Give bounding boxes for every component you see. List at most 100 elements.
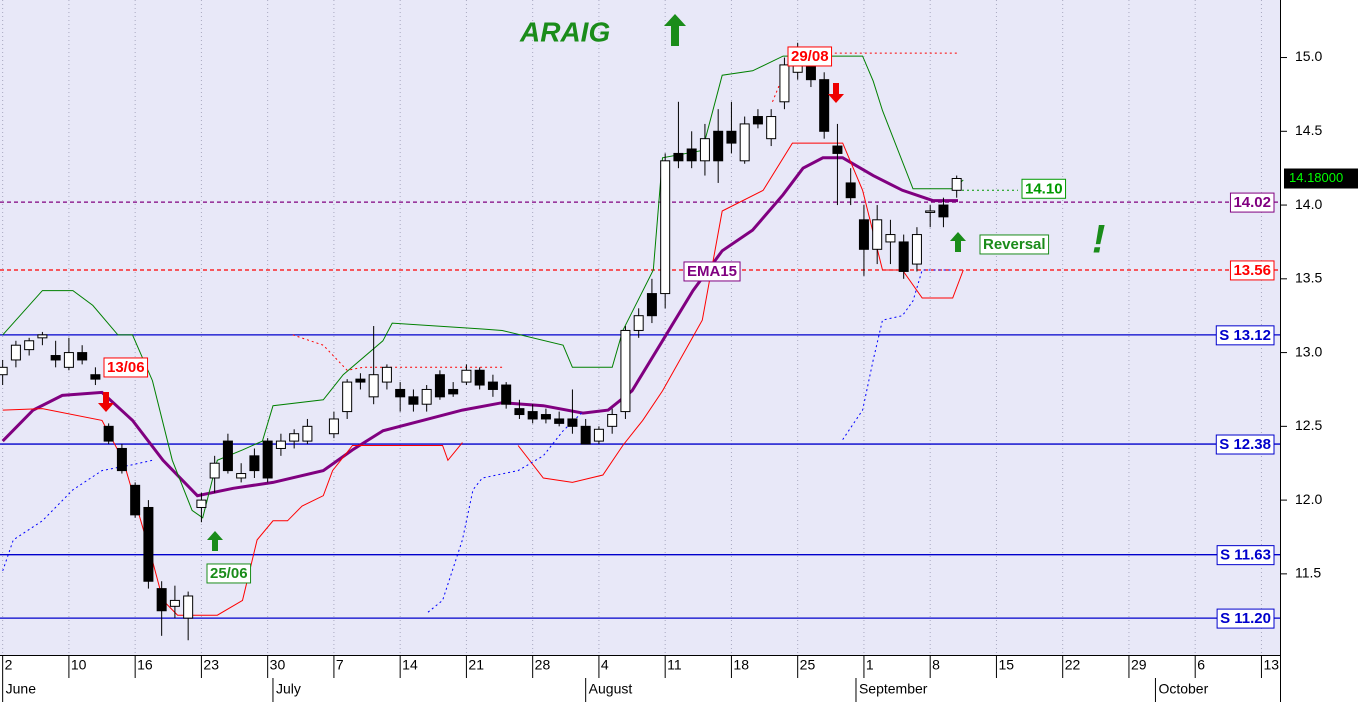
candle-body	[567, 418, 578, 427]
annotation: Reversal	[983, 236, 1046, 253]
level-label: S 11.20	[1220, 610, 1271, 627]
candle-body	[77, 352, 88, 361]
label-box	[683, 261, 741, 282]
candle-body	[183, 595, 194, 619]
month-label: October	[1158, 681, 1208, 697]
candles	[0, 42, 962, 641]
candle-body	[236, 473, 247, 479]
candle-body	[713, 130, 724, 162]
candle-body	[925, 210, 936, 213]
month-label: June	[6, 681, 37, 697]
candle-body	[50, 355, 61, 361]
candle-body	[24, 340, 35, 351]
candle-body	[951, 178, 962, 191]
candle-body	[752, 116, 763, 125]
candle-body	[355, 378, 366, 383]
candle-body	[607, 414, 618, 427]
candle-body	[249, 455, 260, 472]
candle-body	[103, 425, 114, 442]
candle-body	[395, 388, 406, 398]
target-label: 14.10	[1025, 180, 1063, 197]
candle-body	[593, 428, 604, 442]
x-tick-label: 7	[336, 657, 344, 673]
last-price-box	[1284, 168, 1358, 189]
candle-body	[169, 599, 180, 607]
candle-body	[633, 315, 644, 331]
annotation: 29/08	[791, 48, 829, 65]
annotations: ARAIG 13/06 25/06 29/08 EMA15 Reversal !…	[98, 14, 1358, 629]
candle-body	[845, 182, 856, 199]
x-tick-label: 14	[402, 657, 418, 673]
x-tick-label: 23	[203, 657, 219, 673]
candle-body	[90, 374, 101, 380]
candle-body	[275, 440, 286, 449]
candle-body	[196, 499, 207, 508]
candle-body	[37, 334, 48, 339]
right-axis-background	[1281, 0, 1358, 702]
label-box	[1215, 325, 1275, 346]
label-box	[1216, 545, 1275, 566]
up-arrow	[207, 531, 223, 551]
candle-body	[408, 396, 419, 405]
level-label: S 13.12	[1219, 327, 1271, 344]
candle-body	[209, 462, 220, 479]
x-tick-label: 13	[1263, 657, 1279, 673]
x-tick-label: 22	[1065, 657, 1081, 673]
down-arrow	[828, 83, 844, 103]
annotation: 13/06	[107, 359, 145, 376]
bottom-axis-background	[0, 656, 1358, 702]
month-label: September	[859, 681, 928, 697]
candle-body	[938, 204, 949, 218]
candle-body	[514, 408, 525, 416]
y-tick-label: 14.5	[1295, 122, 1322, 138]
candle-body	[580, 425, 591, 445]
candle-body	[540, 414, 551, 420]
candle-body	[474, 369, 485, 386]
candle-body	[686, 148, 697, 162]
level-label: S 12.38	[1219, 436, 1271, 453]
chart-title: ARAIG	[519, 16, 610, 47]
candle-body	[289, 433, 300, 442]
x-tick-label: 30	[270, 657, 286, 673]
label-box	[1216, 608, 1275, 629]
candle-body	[156, 588, 167, 612]
candle-body	[368, 374, 379, 398]
x-tick-label: 4	[601, 657, 609, 673]
label-box	[1021, 178, 1067, 199]
candle-body	[699, 138, 710, 162]
candle-body	[766, 116, 777, 140]
down-arrow	[98, 392, 114, 412]
label-box	[206, 563, 252, 584]
x-tick-label: 15	[998, 657, 1014, 673]
annotation: !	[1092, 218, 1105, 262]
candle-body	[302, 425, 313, 442]
label-box	[1229, 192, 1275, 213]
candle-body	[461, 369, 472, 383]
candle-body	[739, 123, 750, 162]
candle-body	[0, 366, 8, 376]
indicator-line	[2, 269, 953, 613]
candle-body	[448, 388, 459, 395]
candle-body	[381, 366, 392, 383]
candle-body	[130, 484, 141, 516]
label-box	[103, 357, 149, 378]
candle-body	[832, 145, 843, 154]
candle-body	[554, 418, 565, 424]
candle-body	[328, 418, 339, 435]
label-box	[787, 46, 833, 67]
candle-body	[421, 388, 432, 405]
candle-body	[885, 234, 896, 243]
x-tick-label: 16	[137, 657, 153, 673]
candle-body	[660, 160, 671, 295]
x-tick-label: 2	[5, 657, 13, 673]
candle-body	[487, 381, 498, 390]
x-tick-label: 6	[1197, 657, 1205, 673]
label-box	[979, 234, 1050, 255]
candle-body	[262, 440, 273, 479]
candle-body	[342, 381, 353, 413]
annotation: 25/06	[210, 565, 248, 582]
candle-body	[620, 329, 631, 413]
levels	[0, 189, 1280, 619]
